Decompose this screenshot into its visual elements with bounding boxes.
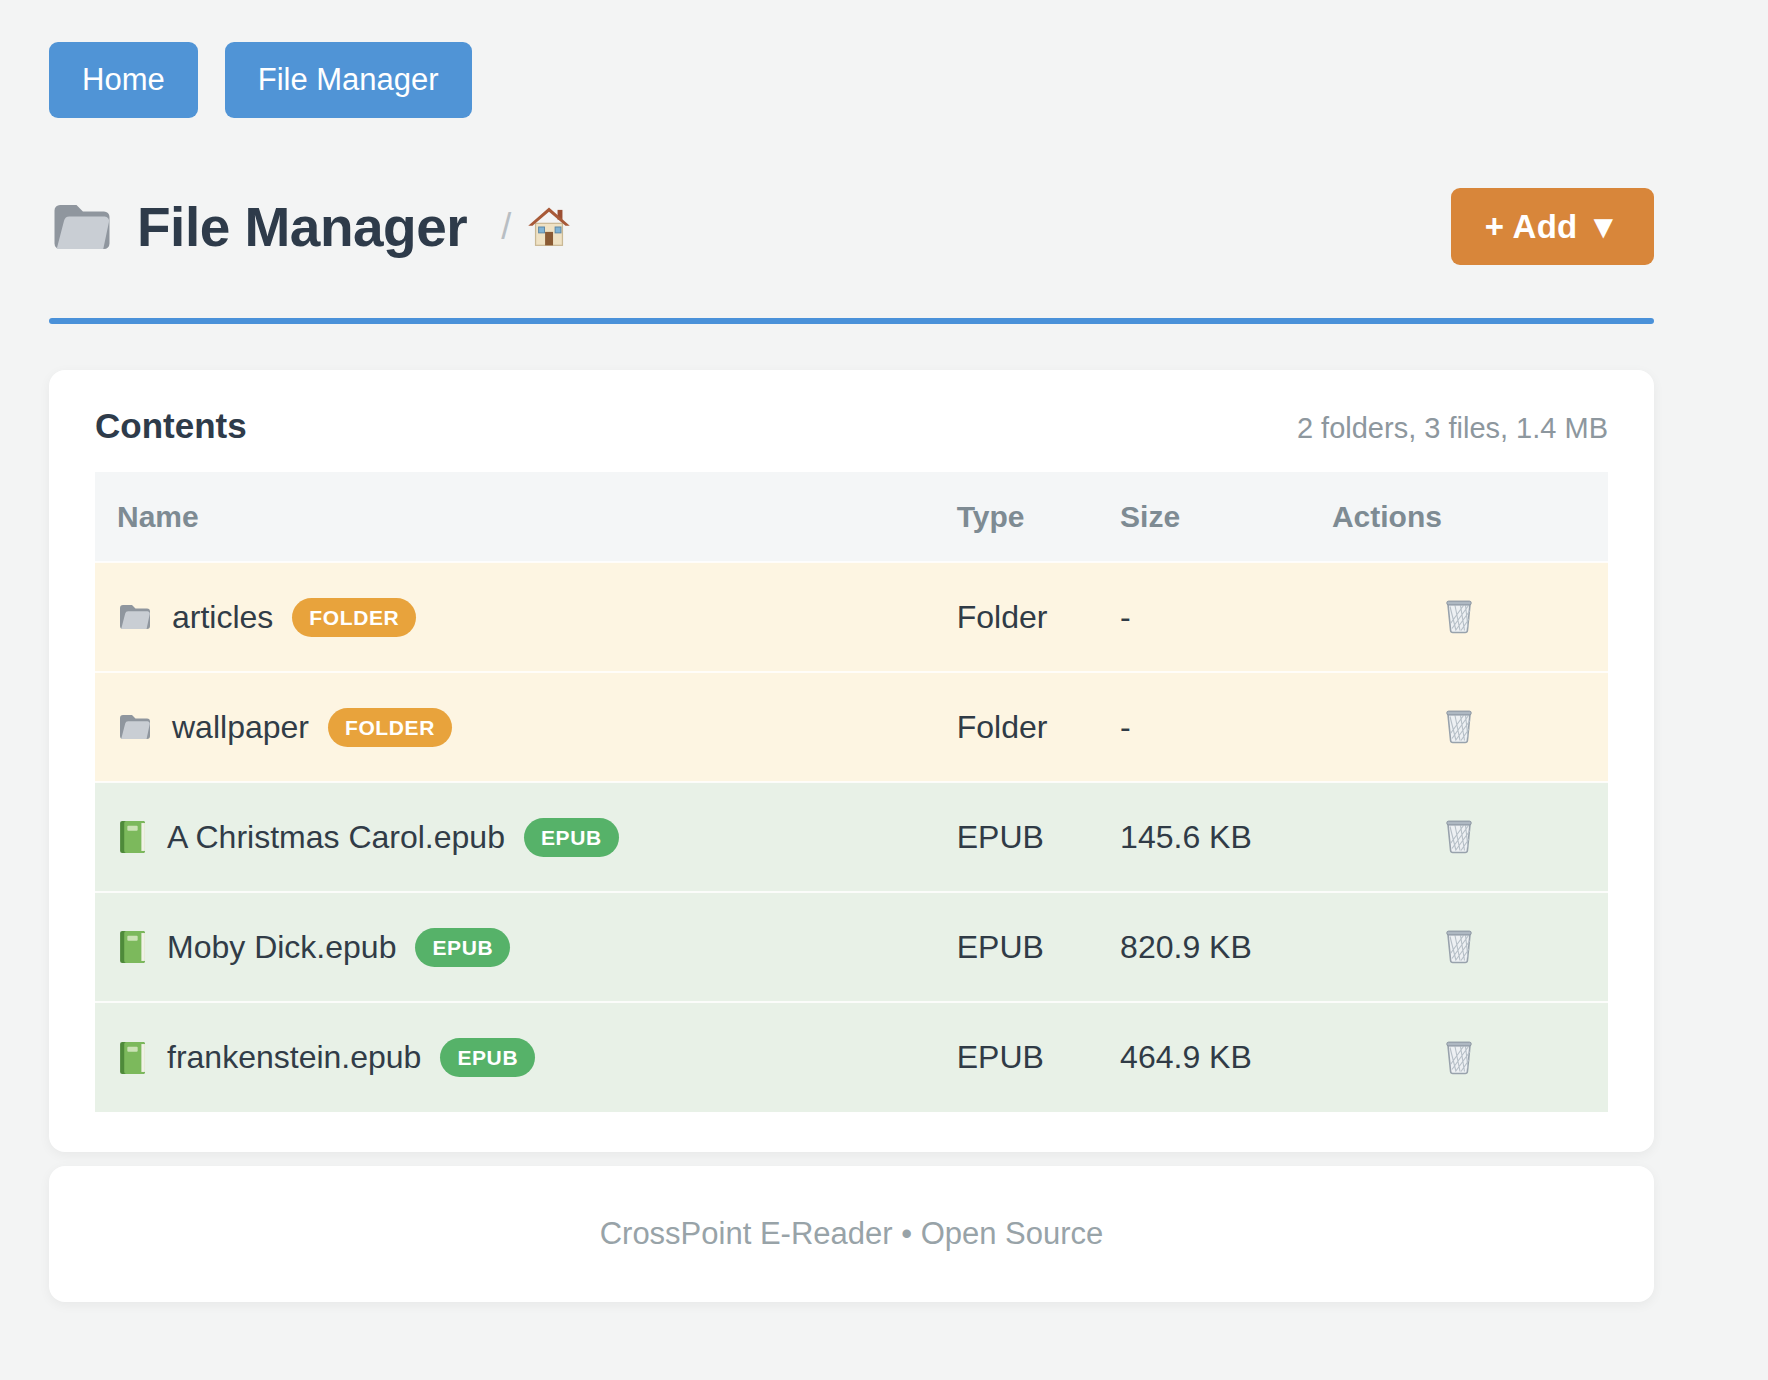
title-group: File Manager /	[49, 195, 571, 259]
footer: CrossPoint E-Reader • Open Source	[49, 1166, 1654, 1302]
breadcrumb-separator: /	[501, 206, 511, 248]
column-header-actions: Actions	[1310, 472, 1608, 562]
file-name[interactable]: A Christmas Carol.epub	[167, 819, 505, 856]
file-manager-page: Home File Manager File Manager /	[0, 0, 1768, 1380]
file-size: -	[1098, 672, 1310, 782]
contents-table: Name Type Size Actions	[95, 472, 1608, 1112]
file-size: 145.6 KB	[1098, 782, 1310, 892]
row-badge: EPUB	[524, 818, 619, 857]
file-size: 464.9 KB	[1098, 1002, 1310, 1112]
book-icon	[117, 929, 148, 965]
table-row[interactable]: frankenstein.epub EPUB EPUB 464.9 KB	[95, 1002, 1608, 1112]
file-name[interactable]: articles	[172, 599, 273, 636]
row-badge: FOLDER	[328, 708, 452, 747]
add-button[interactable]: + Add ▼	[1451, 188, 1654, 265]
file-size: 820.9 KB	[1098, 892, 1310, 1002]
table-row[interactable]: A Christmas Carol.epub EPUB EPUB 145.6 K…	[95, 782, 1608, 892]
table-row[interactable]: Moby Dick.epub EPUB EPUB 820.9 KB	[95, 892, 1608, 1002]
row-badge: EPUB	[440, 1038, 535, 1077]
file-name-group: Moby Dick.epub EPUB	[117, 928, 935, 967]
file-name[interactable]: Moby Dick.epub	[167, 929, 396, 966]
table-header-row: Name Type Size Actions	[95, 472, 1608, 562]
column-header-size: Size	[1098, 472, 1310, 562]
contents-card-header: Contents 2 folders, 3 files, 1.4 MB	[95, 406, 1608, 446]
file-type: Folder	[935, 672, 1098, 782]
delete-button[interactable]	[1438, 701, 1480, 753]
footer-text: CrossPoint E-Reader • Open Source	[600, 1216, 1104, 1252]
table-row[interactable]: articles FOLDER Folder -	[95, 562, 1608, 672]
column-header-type: Type	[935, 472, 1098, 562]
trash-icon	[1444, 622, 1474, 637]
file-name-group: articles FOLDER	[117, 598, 935, 637]
delete-button[interactable]	[1438, 811, 1480, 863]
file-type: Folder	[935, 562, 1098, 672]
contents-card: Contents 2 folders, 3 files, 1.4 MB Name…	[49, 370, 1654, 1152]
trash-icon	[1444, 1063, 1474, 1078]
nav-file-manager-button[interactable]: File Manager	[225, 42, 472, 118]
file-type: EPUB	[935, 1002, 1098, 1112]
nav-home-button[interactable]: Home	[49, 42, 198, 118]
contents-summary: 2 folders, 3 files, 1.4 MB	[1297, 412, 1608, 445]
table-row[interactable]: wallpaper FOLDER Folder -	[95, 672, 1608, 782]
delete-button[interactable]	[1438, 921, 1480, 973]
row-badge: FOLDER	[292, 598, 416, 637]
top-nav: Home File Manager	[49, 42, 1654, 118]
delete-button[interactable]	[1438, 1032, 1480, 1084]
contents-table-body: articles FOLDER Folder -	[95, 562, 1608, 1112]
page-title: File Manager	[137, 195, 467, 259]
file-name[interactable]: wallpaper	[172, 709, 309, 746]
file-name-group: A Christmas Carol.epub EPUB	[117, 818, 935, 857]
file-name-group: wallpaper FOLDER	[117, 708, 935, 747]
folder-icon	[117, 602, 153, 632]
file-name-group: frankenstein.epub EPUB	[117, 1038, 935, 1077]
folder-icon	[49, 199, 115, 255]
book-icon	[117, 819, 148, 855]
page-header: File Manager / + Add ▼	[49, 188, 1654, 265]
header-divider	[49, 318, 1654, 324]
row-badge: EPUB	[415, 928, 510, 967]
trash-icon	[1444, 952, 1474, 967]
book-icon	[117, 1040, 148, 1076]
trash-icon	[1444, 842, 1474, 857]
file-type: EPUB	[935, 782, 1098, 892]
file-size: -	[1098, 562, 1310, 672]
file-name[interactable]: frankenstein.epub	[167, 1039, 421, 1076]
delete-button[interactable]	[1438, 591, 1480, 643]
contents-heading: Contents	[95, 406, 247, 446]
trash-icon	[1444, 732, 1474, 747]
column-header-name: Name	[95, 472, 935, 562]
house-icon[interactable]	[527, 206, 571, 248]
folder-icon	[117, 712, 153, 742]
file-type: EPUB	[935, 892, 1098, 1002]
